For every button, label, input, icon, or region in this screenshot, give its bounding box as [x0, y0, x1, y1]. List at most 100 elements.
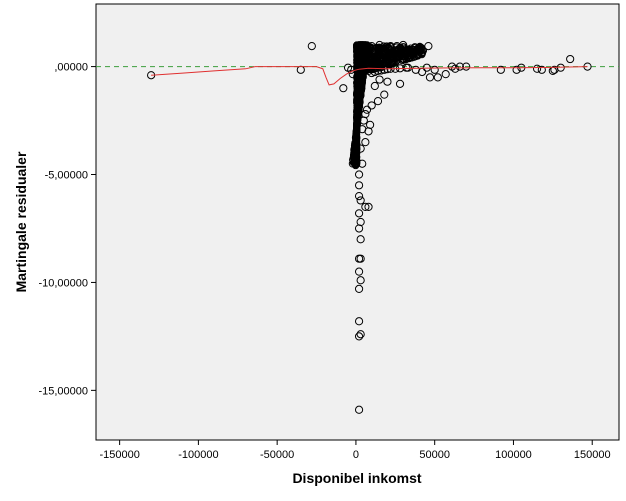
- data-point: [356, 235, 365, 244]
- x-tick-label: 100000: [495, 449, 532, 461]
- data-point: [352, 159, 361, 167]
- x-tick-label: 150000: [574, 449, 611, 461]
- data-point: [354, 267, 364, 276]
- data-point: [367, 101, 376, 110]
- data-point: [354, 284, 364, 294]
- x-tick-label: -50000: [260, 449, 294, 461]
- data-point: [356, 330, 365, 339]
- data-point: [403, 63, 413, 72]
- data-points: [147, 40, 592, 414]
- data-point: [392, 41, 401, 51]
- data-point: [441, 70, 450, 79]
- data-point: [356, 254, 365, 263]
- data-point: [362, 105, 372, 114]
- y-tick-label: -5,00000: [45, 170, 88, 182]
- data-point: [354, 80, 362, 89]
- data-point: [411, 43, 420, 52]
- data-point: [424, 41, 433, 51]
- data-point: [339, 84, 348, 93]
- data-point: [496, 65, 505, 74]
- data-point: [354, 57, 362, 66]
- data-point: [433, 73, 442, 82]
- data-point: [361, 202, 370, 211]
- data-point: [364, 127, 373, 136]
- data-point: [455, 62, 464, 71]
- data-point: [430, 65, 439, 74]
- data-point: [386, 41, 395, 51]
- data-point: [356, 144, 365, 153]
- data-point: [451, 64, 460, 73]
- data-point: [353, 90, 361, 99]
- data-point: [364, 202, 373, 211]
- data-point: [399, 40, 408, 50]
- data-point: [512, 65, 521, 74]
- data-point: [462, 62, 471, 71]
- data-point: [537, 65, 546, 74]
- data-point: [390, 51, 399, 59]
- x-tick-label: -150000: [99, 449, 139, 461]
- data-point: [402, 54, 410, 63]
- data-point: [384, 56, 393, 64]
- data-point: [383, 77, 392, 86]
- y-tick-label: -15,00000: [38, 385, 88, 397]
- data-point: [418, 50, 426, 59]
- data-point: [354, 405, 364, 414]
- data-point: [374, 53, 383, 61]
- data-point: [361, 138, 370, 147]
- data-point: [411, 43, 419, 51]
- data-point: [360, 50, 369, 59]
- x-axis-ticks: -150000 -100000 -50000 0 50000 100000 150000: [99, 440, 611, 461]
- data-point: [350, 151, 358, 159]
- data-point: [363, 43, 372, 51]
- data-point: [532, 64, 542, 73]
- data-point: [307, 41, 316, 51]
- data-point: [352, 131, 360, 140]
- x-axis-title: Disponibel inkomst: [292, 470, 421, 486]
- data-point: [375, 40, 384, 50]
- x-tick-label: -100000: [178, 449, 218, 461]
- y-tick-label: -10,00000: [38, 277, 88, 289]
- y-tick-label: ,00000: [54, 62, 88, 74]
- data-point: [374, 57, 382, 65]
- x-tick-label: 50000: [419, 449, 450, 461]
- data-point: [381, 58, 389, 66]
- data-point: [359, 116, 368, 125]
- data-point: [354, 317, 364, 326]
- data-point: [356, 276, 365, 285]
- data-point: [425, 73, 435, 82]
- data-point: [352, 134, 361, 143]
- data-point: [353, 107, 362, 115]
- data-point: [354, 224, 364, 233]
- data-point: [352, 126, 361, 134]
- data-point: [395, 79, 405, 88]
- data-point: [367, 41, 376, 51]
- data-point: [566, 54, 575, 64]
- data-point: [409, 52, 417, 60]
- data-point: [354, 332, 364, 341]
- data-point: [395, 53, 403, 61]
- data-point: [370, 81, 379, 91]
- data-point: [380, 90, 389, 99]
- y-axis-title: Martingale residualer: [13, 151, 29, 292]
- data-point: [354, 181, 364, 190]
- smoother-group: [151, 66, 588, 86]
- data-point: [365, 54, 373, 63]
- data-point: [375, 75, 384, 84]
- data-point: [354, 83, 362, 91]
- data-point: [354, 170, 364, 179]
- data-point: [373, 66, 383, 76]
- data-point: [354, 99, 362, 108]
- data-point: [354, 209, 364, 218]
- data-point: [407, 54, 416, 62]
- data-point: [358, 159, 367, 168]
- data-point: [347, 65, 356, 74]
- data-point: [373, 97, 383, 106]
- data-point: [385, 46, 394, 54]
- data-point: [356, 196, 365, 205]
- x-tick-label: 0: [353, 449, 359, 461]
- data-point: [377, 66, 386, 75]
- y-axis-ticks: ,00000 -5,00000 -10,00000 -15,00000: [38, 62, 96, 397]
- data-point: [354, 191, 364, 201]
- data-point: [380, 65, 389, 74]
